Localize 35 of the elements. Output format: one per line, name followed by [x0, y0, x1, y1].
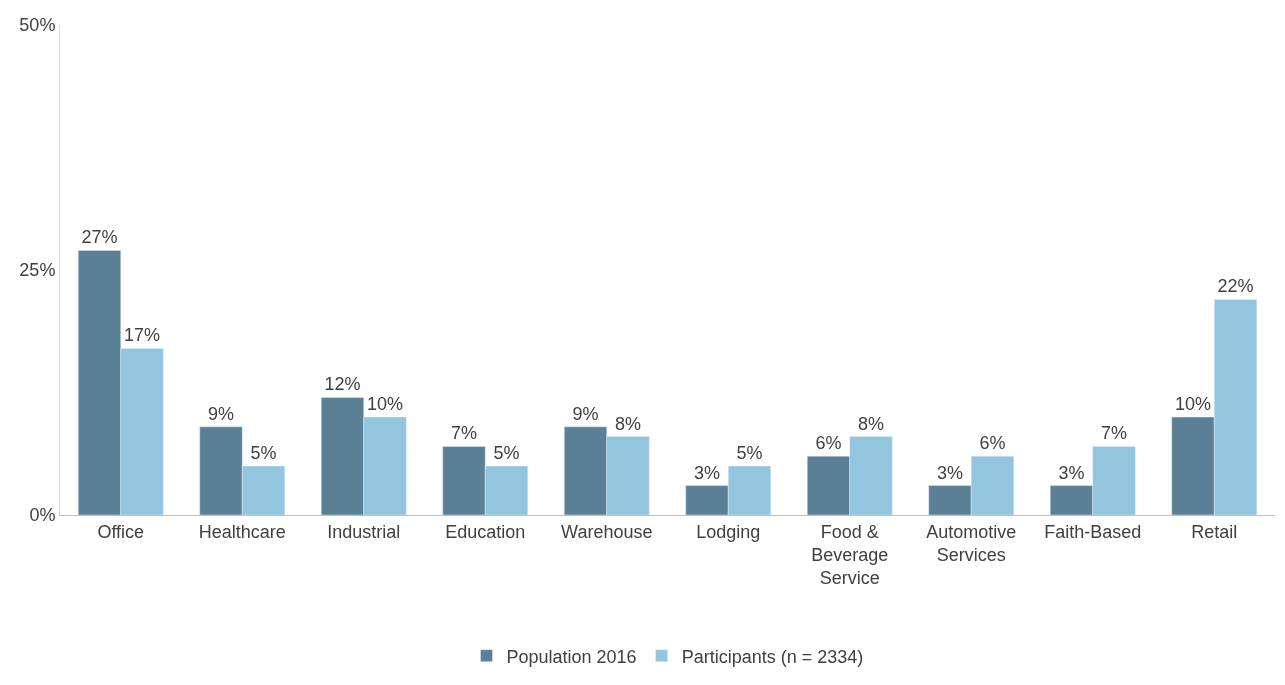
- y-tick-label: 25%: [19, 260, 56, 281]
- data-label: 9%: [572, 403, 599, 424]
- data-label: 17%: [124, 325, 161, 346]
- data-label: 6%: [815, 433, 842, 454]
- data-label: 9%: [207, 403, 234, 424]
- data-label: 5%: [736, 443, 763, 463]
- x-tick-label: Faith-Based: [1044, 521, 1142, 542]
- data-label: 3%: [693, 462, 720, 483]
- data-label: 5%: [493, 443, 520, 463]
- data-label: 27%: [81, 227, 118, 248]
- x-tick-label: Warehouse: [561, 521, 653, 542]
- y-tick-label: 50%: [19, 15, 56, 36]
- data-label: 8%: [615, 413, 642, 434]
- x-tick-label: Retail: [1191, 521, 1238, 542]
- legend-label: Population 2016: [506, 646, 637, 667]
- data-label: 8%: [858, 413, 885, 434]
- x-tick-label: Food & Beverage Service: [811, 521, 889, 589]
- legend-label: Participants (n = 2334): [681, 646, 864, 667]
- x-tick-label: Industrial: [327, 521, 401, 542]
- x-tick-label: Healthcare: [198, 521, 286, 542]
- data-label: 7%: [450, 423, 477, 444]
- x-tick-label: Office: [97, 521, 145, 542]
- data-label: 22%: [1217, 276, 1254, 297]
- data-label: 12%: [324, 374, 361, 395]
- y-tick-label: 0%: [29, 505, 56, 526]
- data-label: 7%: [1101, 423, 1128, 444]
- data-label: 10%: [1174, 394, 1212, 414]
- data-label: 10%: [367, 394, 404, 414]
- x-tick-label: Automotive Services: [926, 521, 1017, 565]
- data-label: 6%: [979, 433, 1006, 454]
- x-tick-label: Lodging: [696, 521, 761, 542]
- data-label: 3%: [936, 462, 963, 483]
- x-tick-label: Education: [445, 521, 526, 542]
- data-label: 5%: [250, 443, 277, 463]
- data-label: 3%: [1058, 462, 1085, 483]
